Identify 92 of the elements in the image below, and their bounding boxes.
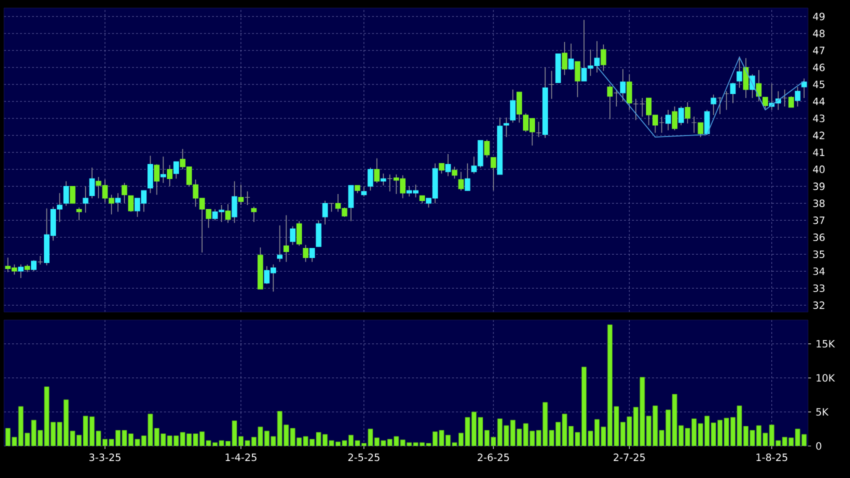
candlestick: [160, 156, 166, 184]
candlestick: [368, 167, 374, 191]
candlestick: [672, 106, 678, 131]
candlestick: [328, 202, 334, 212]
candlestick: [562, 42, 568, 76]
candlestick: [445, 154, 451, 177]
y-tick-label: 10K: [816, 374, 836, 382]
y-tick-label: 41: [813, 148, 824, 156]
candlestick: [70, 186, 76, 204]
x-tick-label: 2-5-25: [348, 454, 380, 462]
candlestick: [548, 70, 554, 100]
y-tick-label: 33: [813, 284, 824, 292]
candlestick: [801, 78, 807, 98]
candlestick: [516, 92, 522, 124]
candlestick: [232, 180, 238, 224]
candlestick: [794, 86, 800, 107]
candlestick: [154, 164, 160, 196]
candlestick: [684, 102, 690, 124]
candlestick: [452, 166, 458, 180]
y-tick-label: 36: [813, 233, 825, 242]
y-tick-label: 39: [813, 182, 825, 190]
candlestick: [244, 191, 250, 206]
candlestick: [251, 206, 257, 222]
candlestick: [277, 224, 283, 262]
candlestick: [490, 157, 496, 191]
y-tick-label: 42: [813, 132, 824, 140]
candlestick: [361, 186, 367, 197]
candlestick: [614, 89, 620, 107]
candlestick: [717, 96, 723, 115]
candlestick: [574, 61, 580, 98]
candlestick: [678, 106, 684, 126]
y-tick-label: 46: [813, 64, 825, 72]
x-tick-label: 1-4-25: [226, 454, 256, 462]
y-tick-label: 44: [813, 98, 825, 106]
candlestick: [128, 195, 134, 212]
candlestick: [504, 117, 510, 138]
y-tick-label: 45: [813, 80, 824, 88]
candlestick: [18, 264, 24, 278]
candlestick: [387, 174, 393, 192]
candlestick: [296, 220, 302, 246]
candlestick: [736, 56, 742, 88]
candlestick: [510, 89, 516, 124]
candlestick: [63, 180, 69, 206]
candlestick: [438, 162, 444, 174]
candlestick: [724, 90, 730, 110]
y-tick-label: 43: [813, 114, 824, 122]
y-tick-label: 32: [813, 301, 824, 309]
y-tick-label: 40: [813, 166, 825, 174]
candlestick: [115, 192, 121, 212]
y-tick-label: 37: [813, 216, 824, 224]
candlestick: [225, 204, 231, 224]
y-tick-label: 35: [813, 250, 824, 258]
candlestick: [458, 171, 464, 191]
y-tick-label: 49: [813, 12, 825, 20]
candlestick: [76, 207, 82, 221]
candlestick: [658, 116, 664, 134]
candlestick: [484, 139, 490, 158]
candlestick: [626, 74, 632, 110]
candlestick: [464, 162, 470, 191]
candlestick: [283, 214, 290, 262]
y-tick-label: 38: [813, 200, 825, 208]
candlestick: [316, 220, 322, 248]
x-tick-label: 3-3-25: [89, 454, 120, 462]
candlestick: [290, 226, 296, 246]
y-tick-label: 47: [813, 46, 824, 54]
candlestick: [348, 185, 354, 222]
candlestick: [743, 58, 749, 98]
x-tick-label: 1-8-25: [756, 454, 788, 462]
candlestick: [173, 161, 179, 180]
y-tick-label: 34: [813, 267, 825, 276]
candlestick: [166, 164, 172, 187]
y-tick-label: 5K: [816, 408, 829, 416]
candlestick: [309, 248, 315, 262]
candlestick: [568, 43, 574, 70]
x-tick-label: 2-6-25: [478, 454, 509, 462]
candlestick: [620, 68, 626, 102]
y-tick-label: 15K: [816, 340, 836, 348]
y-tick-label: 48: [813, 30, 825, 38]
candlestick: [82, 186, 88, 214]
candlestick: [148, 155, 154, 194]
candlestick: [302, 244, 308, 262]
y-tick-label: 0: [816, 442, 822, 450]
candlestick: [691, 116, 697, 134]
candlestick: [762, 96, 768, 110]
x-tick-label: 2-7-25: [614, 454, 645, 462]
candlestick: [782, 89, 788, 107]
candlestick: [122, 182, 128, 204]
candlestick: [600, 44, 606, 72]
candlestick: [89, 167, 95, 199]
candlestick: [536, 121, 542, 138]
candlestick: [756, 70, 762, 102]
candlestick: [374, 158, 380, 184]
